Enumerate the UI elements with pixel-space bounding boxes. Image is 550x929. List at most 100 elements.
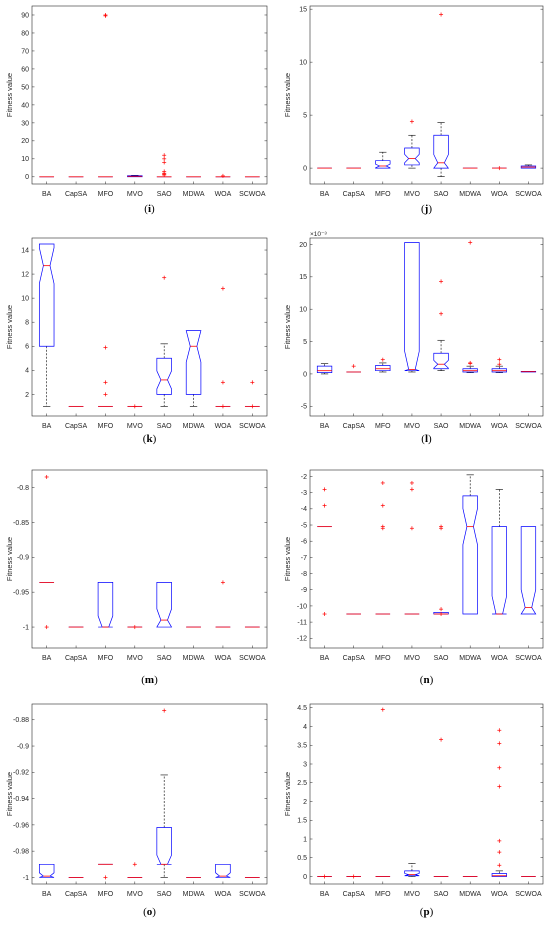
- x-tick-label: WOA: [215, 423, 232, 430]
- outlier-point: [468, 240, 473, 245]
- y-tick-label: -0.96: [13, 822, 29, 829]
- box-woa: [491, 728, 507, 877]
- panel-label: (m): [141, 674, 158, 686]
- panel-label-close: ): [153, 433, 157, 445]
- box-mfo: [97, 582, 114, 628]
- panel-label: (l): [421, 433, 432, 445]
- panel-label: (k): [143, 433, 157, 445]
- x-tick-label: BA: [42, 423, 52, 430]
- box-body: [156, 582, 173, 628]
- outlier-point: [162, 275, 167, 280]
- x-tick-label: SAO: [434, 655, 449, 662]
- x-tick-label: CapSA: [343, 655, 366, 662]
- x-tick-label: MFO: [375, 655, 391, 662]
- box-mvo: [404, 242, 420, 373]
- box-sao: [156, 582, 173, 628]
- boxplot-panel: -5 0 5 10 15 20 Fitness value ×10⁻³ BA CapSA MFO MV…: [283, 231, 544, 445]
- x-tick-label: BA: [42, 891, 52, 898]
- box-ba: [317, 487, 332, 617]
- outlier-point: [380, 503, 385, 508]
- box-sao: [433, 12, 450, 177]
- outlier-point: [162, 173, 167, 178]
- box-body: [215, 863, 231, 878]
- y-axis-label: Fitness value: [5, 537, 14, 581]
- x-tick-label: MFO: [375, 423, 391, 430]
- x-tick-label: CapSA: [343, 423, 366, 430]
- plot-area: [309, 5, 544, 185]
- y-tick-label: 30: [21, 120, 29, 127]
- outlier-point: [162, 708, 167, 713]
- box-mfo: [98, 863, 113, 880]
- outlier-point: [439, 737, 444, 742]
- outlier-point: [322, 874, 327, 879]
- x-tick-label: MDWA: [459, 191, 481, 198]
- box-woa: [215, 286, 231, 409]
- x-tick-label: CapSA: [65, 191, 88, 198]
- x-tick-label: MFO: [375, 891, 391, 898]
- box-woa: [215, 863, 231, 878]
- box-woa: [215, 580, 231, 628]
- outlier-point: [497, 863, 502, 868]
- box-scwoa: [520, 164, 537, 169]
- y-tick-label: 4: [25, 368, 29, 375]
- panel-label-close: ): [430, 906, 434, 918]
- box-mvo: [127, 404, 143, 409]
- y-tick-label: -8: [301, 571, 307, 578]
- outlier-point: [220, 380, 225, 385]
- box-sao: [156, 708, 172, 878]
- box-mdwa: [462, 474, 478, 615]
- x-tick-label: SCWOA: [515, 191, 542, 198]
- y-tick-label: 1: [303, 836, 307, 843]
- boxplot-panel: -12 -11 -10 -9 -8 -7 -6 -5 -4 -3 -2 Fitness value BA…: [283, 469, 544, 686]
- panel-label: (p): [420, 906, 434, 918]
- outlier-point: [409, 526, 414, 531]
- box-body: [462, 495, 478, 615]
- box-body: [404, 870, 420, 877]
- x-tick-label: SAO: [157, 891, 172, 898]
- y-tick-label: -5: [301, 522, 307, 529]
- outlier-point: [162, 160, 167, 165]
- x-tick-label: SCWOA: [239, 191, 266, 198]
- outlier-point: [44, 625, 49, 630]
- outlier-point: [103, 345, 108, 350]
- box-body: [404, 242, 420, 372]
- y-tick-label: 20: [299, 242, 307, 249]
- panel-label: (o): [143, 906, 156, 918]
- y-tick-label: 2.5: [297, 780, 307, 787]
- outlier-point: [439, 607, 444, 612]
- x-tick-label: CapSA: [343, 891, 366, 898]
- box-mfo: [375, 151, 391, 169]
- y-tick-label: 10: [21, 296, 29, 303]
- outlier-point: [351, 364, 356, 369]
- x-tick-label: SCWOA: [515, 655, 542, 662]
- x-tick-label: MVO: [127, 891, 144, 898]
- panel-label-close: ): [154, 674, 158, 686]
- box-body: [491, 873, 507, 877]
- x-tick-label: SCWOA: [239, 891, 266, 898]
- box-sao: [156, 153, 172, 178]
- outlier-point: [322, 487, 327, 492]
- plot-area: [31, 469, 268, 649]
- box-sao: [433, 737, 449, 877]
- x-tick-label: CapSA: [65, 423, 88, 430]
- y-tick-label: 15: [299, 7, 307, 14]
- box-mdwa: [462, 240, 478, 373]
- y-tick-label: 0: [303, 371, 307, 378]
- y-tick-label: 70: [21, 48, 29, 55]
- y-tick-label: 3: [303, 761, 307, 768]
- y-tick-label: 10: [299, 307, 307, 314]
- x-tick-label: BA: [42, 191, 52, 198]
- box-mfo: [375, 357, 391, 373]
- x-tick-label: MVO: [404, 423, 421, 430]
- y-axis-label: Fitness value: [283, 305, 292, 349]
- boxplot-panel: -1 -0.95 -0.9 -0.85 -0.8 Fitness value BA CapSA…: [5, 469, 268, 686]
- outlier-point: [132, 625, 137, 630]
- panel-label-close: ): [428, 433, 432, 445]
- box-mfo: [98, 345, 113, 407]
- y-tick-label: -0.8: [17, 485, 29, 492]
- outlier-point: [132, 862, 137, 867]
- boxplot-panel: -1 -0.98 -0.96 -0.94 -0.92 -0.9 -0.88 Fitness v…: [5, 703, 268, 918]
- x-tick-label: MDWA: [459, 423, 481, 430]
- y-tick-label: 10: [21, 156, 29, 163]
- outlier-point: [497, 850, 502, 855]
